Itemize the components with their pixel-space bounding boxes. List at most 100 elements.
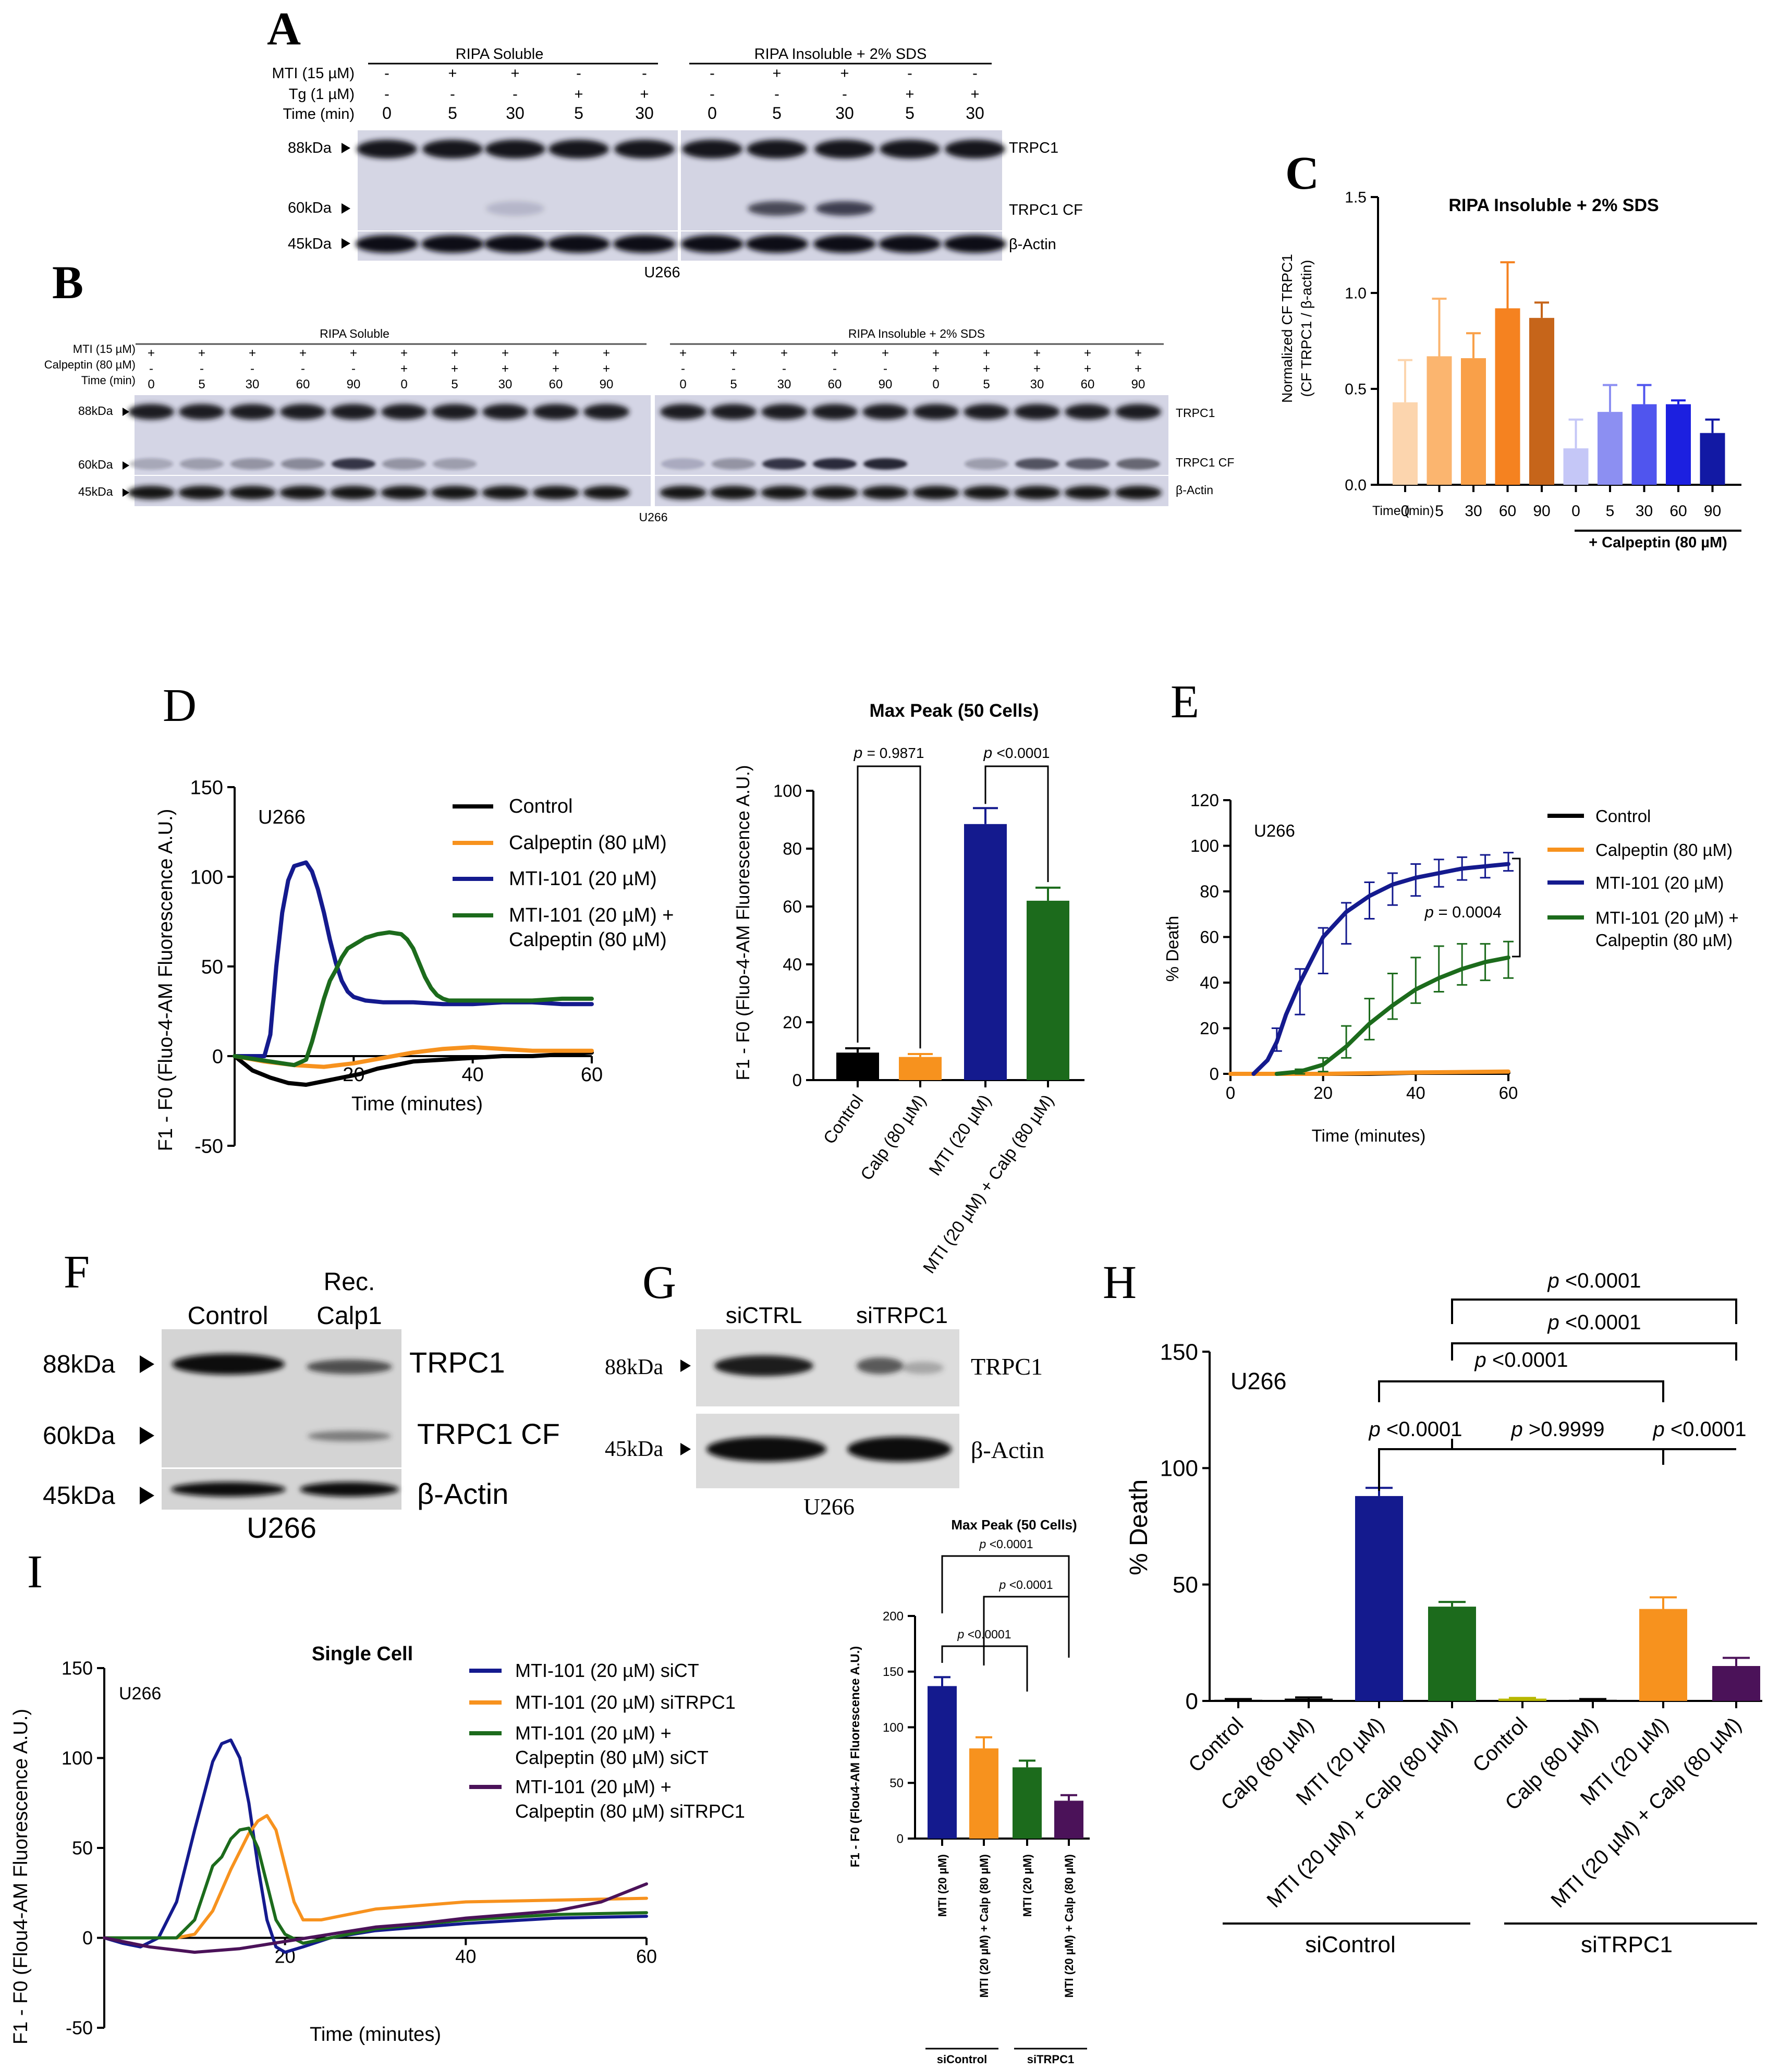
blot-f-cell-line: U266: [247, 1511, 316, 1544]
blot-b-cell: +: [1033, 362, 1041, 376]
blot-b-trpc1-band: [660, 404, 706, 420]
blot-b-cell: -: [301, 362, 305, 376]
blot-b-cell: 5: [198, 377, 205, 391]
chart-i-bar-group-label: siTRPC1: [1027, 2053, 1074, 2066]
blot-b-cell: 30: [1030, 377, 1044, 391]
chart-d-line-legend-label: MTI-101 (20 µM): [509, 868, 657, 890]
chart-i-bar-bar: [928, 1686, 957, 1839]
blot-b-cell: 90: [879, 377, 893, 391]
chart-c-x-tick-label: 60: [1499, 503, 1516, 520]
blot-b-actin-band: [482, 486, 529, 499]
blot-b-actin-band: [583, 486, 630, 499]
chart-c-ylabel-1: Normalized CF TRPC1: [1279, 254, 1295, 403]
chart-e-legend: Control Calpeptin (80 µM) MTI-101 (20 µM) M…: [1547, 806, 1739, 950]
blot-b-actin-band: [1064, 486, 1111, 499]
chart-e-series-line: [1251, 862, 1510, 1076]
blot-b-actin-band: [330, 486, 377, 499]
blot-b-cf-band: [281, 458, 325, 470]
blot-a-condition-rows: MTI (15 µM) Tg (1 µM) Time (min) - + + - - - + + - -…: [272, 65, 984, 123]
chart-h-p-label: p <0.0001: [1652, 1418, 1746, 1441]
chart-i-bar-y-tick-label: 50: [889, 1777, 904, 1791]
chart-e-x-tick-label: 20: [1313, 1083, 1333, 1103]
blot-b-trpc1-band: [482, 404, 528, 420]
chart-d-line-series-line: [233, 1050, 594, 1087]
chart-d-bar-p-bracket: [984, 765, 1049, 883]
blot-b-cell: +: [932, 362, 940, 376]
blot-b-cell: +: [400, 346, 408, 360]
blot-b-cell: -: [782, 362, 786, 376]
chart-c-bar: [1529, 317, 1554, 485]
blot-a-cell: -: [384, 65, 389, 82]
blot-g-cell-line: U266: [803, 1494, 855, 1520]
blot-a-trpc1-band: [814, 140, 875, 158]
blot-a-trpc1-band: [485, 140, 545, 158]
chart-c-bar: [1393, 402, 1418, 485]
blot-b-band-trpc1: TRPC1: [1176, 406, 1215, 420]
chart-c-x-tick-label: 30: [1465, 503, 1482, 520]
chart-h-p-bracket: [1451, 1439, 1663, 1450]
chart-c-bar: [1598, 412, 1623, 485]
chart-e-annotation: U266: [1254, 821, 1295, 840]
blot-a-actin-band: [813, 235, 876, 253]
blot-b-cell: -: [833, 362, 837, 376]
blot-f: Control Rec. Calp1 88kDa 60kDa 45kDa TRP…: [43, 1268, 560, 1544]
blot-a-row-label: MTI (15 µM): [272, 65, 355, 82]
chart-d-bar-y-tick-label: 0: [793, 1071, 802, 1090]
blot-b-cell-line: U266: [639, 510, 668, 524]
blot-a-cell: +: [840, 65, 849, 82]
blot-b-cell: +: [603, 346, 610, 360]
blot-a-cell: 30: [635, 104, 654, 123]
blot-a-cell: 5: [574, 104, 583, 123]
chart-i-bar-x-tick-label: MTI (20 µM): [1021, 1854, 1034, 1917]
blot-b-cf-band: [712, 458, 755, 470]
chart-d-bar-bar: [964, 824, 1007, 1080]
blot-a-trpc1-band: [682, 140, 742, 158]
blot-b-trpc1-band: [1115, 404, 1161, 420]
blot-a-cell: -: [842, 86, 847, 103]
chart-i-bar-p-bracket: [983, 1596, 1070, 1665]
blot-a-arrow-60: [342, 203, 350, 214]
blot-a-trpc1-band: [614, 140, 675, 158]
chart-d-line-series-line: [233, 860, 594, 1058]
blot-a-soluble-header: RIPA Soluble: [456, 46, 544, 63]
chart-c-x-tick-label: 60: [1669, 503, 1687, 520]
chart-i-bar: Max Peak (50 Cells) F1 - F0 (Flou4-AM Fl…: [848, 1517, 1090, 2066]
blot-g-arrow-88: [680, 1359, 691, 1372]
blot-b-arrow-88: [123, 408, 129, 416]
blot-b-trpc1-band: [583, 404, 629, 420]
chart-i-line-y-tick-label: 100: [62, 1747, 93, 1769]
chart-i-bar-x-tick-label: MTI (20 µM): [936, 1854, 949, 1917]
blot-b-cell: -: [681, 362, 685, 376]
blot-b-cf-band: [382, 458, 426, 470]
blot-a-insoluble-header: RIPA Insoluble + 2% SDS: [754, 46, 927, 63]
chart-i-bar-y-tick-label: 0: [897, 1832, 904, 1846]
blot-f-mw-45: 45kDa: [43, 1482, 115, 1510]
blot-b-cf-band: [180, 458, 224, 470]
blot-g-actin-band: [847, 1437, 952, 1462]
blot-a-cell: +: [448, 65, 457, 82]
blot-b-cell: +: [350, 346, 357, 360]
blot-f-band-cf: TRPC1 CF: [417, 1417, 560, 1450]
blot-b-cell: -: [732, 362, 736, 376]
chart-e-y-tick-label: 120: [1190, 791, 1219, 810]
chart-c-bar: [1700, 433, 1725, 485]
blot-b-mw-60: 60kDa: [78, 458, 113, 471]
blot-b-cell: +: [983, 346, 990, 360]
blot-b-actin-band: [660, 486, 706, 499]
blot-b-cf-band: [230, 458, 274, 470]
chart-d-line-series-line: [233, 930, 594, 1068]
blot-b-trpc1-band: [964, 404, 1009, 420]
blot-b-cf-band: [1066, 458, 1110, 470]
blot-b-cell: +: [299, 346, 307, 360]
blot-a-cell: +: [906, 86, 915, 103]
blot-b-trpc1-band: [432, 404, 478, 420]
chart-i-bar-ylabel: F1 - F0 (Flou4-AM Fluorescence A.U.): [848, 1646, 862, 1868]
blot-b-cell: +: [1033, 346, 1041, 360]
blot-b-actin-band: [963, 486, 1010, 499]
blot-a-cell: -: [710, 65, 715, 82]
panel-label-g: G: [642, 1257, 676, 1308]
blot-a: RIPA Soluble RIPA Insoluble + 2% SDS MTI…: [272, 46, 1083, 281]
blot-b-cell: +: [502, 362, 509, 376]
blot-a-trpc1-band: [945, 140, 1005, 158]
blot-b-soluble-header: RIPA Soluble: [320, 327, 389, 340]
